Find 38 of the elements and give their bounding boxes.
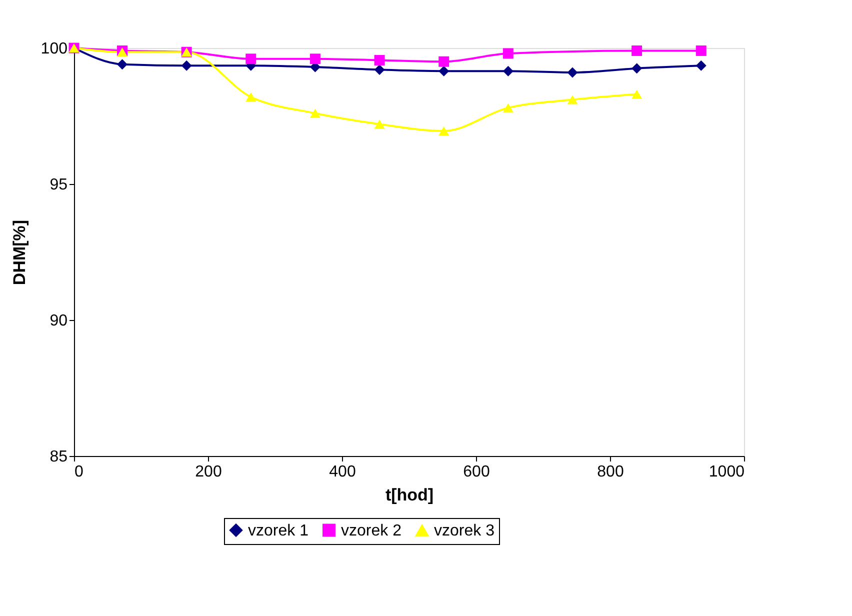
- y-axis-title: DHM[%]: [10, 220, 29, 286]
- legend-label: vzorek 2: [341, 522, 402, 540]
- point: [438, 66, 450, 76]
- point: [116, 59, 128, 70]
- legend-label: vzorek 3: [434, 522, 495, 540]
- point: [374, 120, 385, 129]
- point: [632, 90, 642, 99]
- point: [116, 48, 128, 57]
- point: [632, 45, 642, 56]
- point: [246, 54, 256, 64]
- x-tick-label: 200: [195, 464, 222, 480]
- x-tick-label: 800: [597, 464, 624, 480]
- point: [502, 103, 514, 112]
- x-tick-label: 1000: [708, 464, 745, 480]
- point: [696, 45, 706, 56]
- point: [567, 95, 578, 104]
- point: [567, 67, 578, 78]
- point: [632, 63, 642, 74]
- y-tick-label: 100: [40, 40, 68, 58]
- point: [374, 54, 385, 66]
- point: [438, 126, 450, 136]
- y-tick-label: 95: [50, 176, 68, 194]
- y-tick-label: 90: [50, 312, 68, 330]
- point: [696, 60, 706, 71]
- point: [502, 66, 514, 76]
- x-tick-label: 600: [463, 464, 490, 480]
- point: [438, 56, 450, 67]
- y-tick-label: 85: [50, 448, 68, 466]
- point: [246, 92, 256, 102]
- point: [374, 64, 385, 76]
- point: [502, 48, 514, 59]
- point: [310, 108, 320, 118]
- point: [181, 60, 192, 71]
- x-axis-title: t[hod]: [385, 486, 434, 504]
- point: [310, 54, 320, 64]
- x-tick-label: 0: [74, 464, 84, 480]
- legend-label: vzorek 1: [248, 522, 309, 540]
- x-tick-label: 400: [329, 464, 356, 480]
